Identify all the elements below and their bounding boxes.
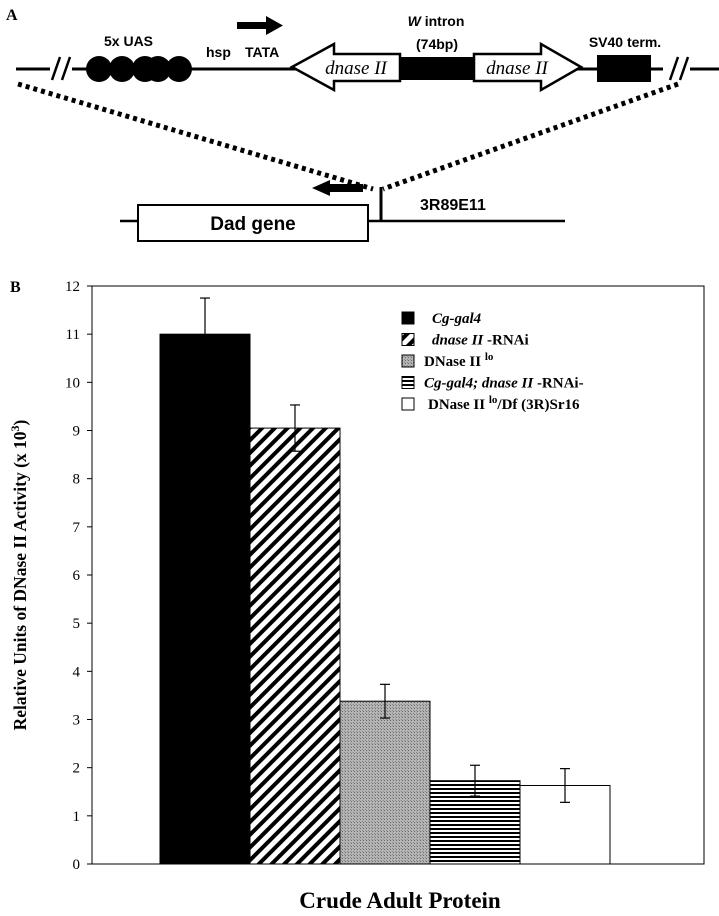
legend-label-part: DNase II (428, 397, 489, 413)
tata-label: TATA (245, 44, 279, 60)
hsp-label: hsp (206, 44, 231, 60)
legend-swatch (401, 333, 415, 346)
y-axis-label-close: ) (10, 419, 30, 425)
legend-label-part: lo (489, 394, 498, 406)
error-bar (380, 683, 390, 719)
y-tick-label: 3 (73, 713, 81, 729)
intron-label-w: W (408, 13, 423, 29)
panel-a-label: A (6, 7, 18, 24)
intron-size-label: (74bp) (416, 36, 458, 52)
legend-label-part: /Df (3R)Sr16 (496, 397, 580, 413)
legend-item: DNase II lo/Df (3R)Sr16 (401, 394, 580, 413)
bar (159, 333, 251, 865)
break-mark-left (50, 56, 72, 81)
dnase-right-arrow-icon (472, 41, 584, 93)
legend-label-part: lo (485, 351, 494, 363)
x-axis-label: Crude Adult Protein (299, 888, 501, 913)
y-tick-label: 10 (65, 375, 80, 391)
legend-label-part: -RNAi (483, 333, 528, 349)
legend-item: Cg-gal4; dnase II -RNAi- (401, 376, 584, 392)
bar (339, 700, 431, 865)
dnase-right-label: dnase II (486, 58, 549, 79)
error-bars (200, 297, 570, 803)
y-axis-label: Relative Units of DNase II Activity (x 1… (8, 419, 30, 730)
legend-swatch (401, 354, 415, 368)
legend: Cg-gal4 dnase II -RNAi DNase II lo Cg-gal4;… (401, 311, 584, 413)
legend-label: Cg-gal4 (432, 311, 482, 327)
legend-swatch (401, 311, 415, 325)
legend-label-part: Cg-gal4 (432, 311, 482, 327)
error-bar (200, 297, 210, 371)
legend-label: Cg-gal4; dnase II -RNAi- (424, 376, 584, 392)
panel-a: A 5x UAS hsp TATA (6, 7, 719, 242)
y-tick-label: 8 (73, 472, 81, 488)
y-tick-label: 11 (66, 327, 80, 343)
legend-label: DNase II lo/Df (3R)Sr16 (428, 394, 580, 413)
bars (159, 333, 611, 865)
legend-label-part: -RNAi- (533, 376, 583, 392)
legend-swatch (401, 376, 415, 389)
dad-direction-arrow-icon (312, 180, 363, 196)
sv40-box (597, 55, 651, 82)
locus-label: 3R89E11 (420, 197, 486, 214)
legend-item: DNase II lo (401, 351, 494, 370)
break-mark-right (668, 56, 690, 81)
legend-label-part: Cg-gal4; dnase II (424, 376, 534, 392)
y-tick-label: 6 (73, 568, 81, 584)
y-tick-label: 5 (73, 616, 81, 632)
promoter-arrow-icon (237, 16, 283, 35)
error-bar (470, 764, 480, 797)
insertion-dotted-line-right (382, 81, 679, 192)
insertion-dotted-line-left (17, 81, 374, 192)
bar (249, 427, 341, 865)
y-tick-label: 0 (73, 857, 81, 873)
y-tick-label: 1 (73, 809, 81, 825)
legend-label: dnase II -RNAi (432, 333, 529, 349)
dad-gene-label: Dad gene (210, 214, 296, 235)
y-tick-label: 2 (73, 761, 81, 777)
uas-elements (86, 56, 192, 82)
y-tick-label: 7 (73, 520, 81, 536)
y-axis-label-sup: 3 (8, 425, 22, 431)
legend-item: dnase II -RNAi (401, 333, 529, 349)
y-tick-label: 9 (73, 424, 81, 440)
dad-gene-box (137, 204, 369, 242)
intron-label-rest: intron (421, 13, 465, 29)
uas-label: 5x UAS (104, 33, 153, 49)
intron-box (400, 57, 474, 80)
legend-swatch (401, 397, 415, 411)
y-axis-label-main: Relative Units of DNase II Activity (x 1… (10, 431, 30, 730)
legend-item: Cg-gal4 (401, 311, 482, 327)
y-tick-label: 4 (73, 664, 81, 680)
legend-label-part: dnase II (432, 333, 484, 349)
sv40-label: SV40 term. (589, 34, 661, 50)
dnase-left-label: dnase II (325, 58, 388, 79)
panel-b-label: B (10, 279, 21, 296)
legend-label-part: DNase II (424, 354, 485, 370)
legend-label: DNase II lo (424, 351, 494, 370)
intron-label: W intron (408, 13, 465, 29)
error-bar (290, 404, 300, 452)
error-bar (560, 768, 570, 803)
y-tick-label: 12 (65, 279, 80, 295)
